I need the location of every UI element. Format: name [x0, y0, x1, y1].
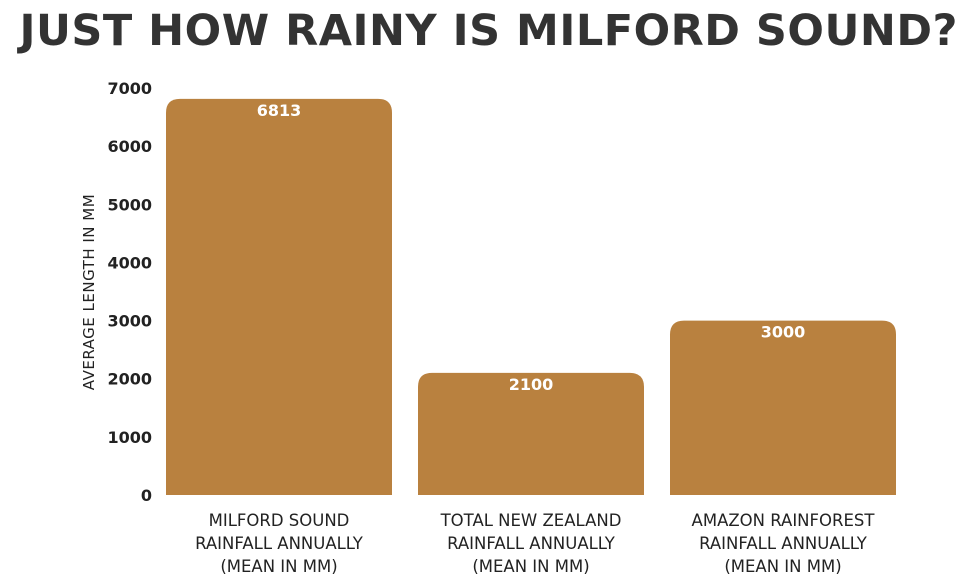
category-label: RAINFALL ANNUALLY [195, 534, 364, 553]
y-axis-ticks: 0 1000 2000 3000 4000 5000 6000 7000 [107, 79, 152, 505]
y-tick-label: 3000 [107, 312, 152, 331]
category-label: (MEAN IN MM) [472, 557, 589, 576]
chart-title: JUST HOW RAINY IS MILFORD SOUND? [19, 6, 958, 56]
category-label: RAINFALL ANNUALLY [699, 534, 868, 553]
y-tick-label: 4000 [107, 253, 152, 272]
data-label: 3000 [761, 323, 806, 342]
bar [166, 98, 392, 495]
y-tick-label: 7000 [107, 79, 152, 98]
bars: 6813 2100 3000 [166, 98, 896, 495]
y-tick-label: 2000 [107, 370, 152, 389]
y-tick-label: 6000 [107, 137, 152, 156]
bar [670, 320, 896, 495]
category-label: TOTAL NEW ZEALAND [440, 511, 622, 530]
category-label: (MEAN IN MM) [724, 557, 841, 576]
data-label: 2100 [509, 375, 554, 394]
category-label: MILFORD SOUND [209, 511, 350, 530]
y-tick-label: 5000 [107, 195, 152, 214]
category-labels: MILFORD SOUND RAINFALL ANNUALLY (MEAN IN M… [195, 511, 875, 576]
y-tick-label: 1000 [107, 428, 152, 447]
y-axis-title: AVERAGE LENGTH IN MM [80, 194, 98, 390]
category-label: AMAZON RAINFOREST [692, 511, 876, 530]
category-label: (MEAN IN MM) [220, 557, 337, 576]
data-label: 6813 [257, 101, 302, 120]
bar [418, 372, 644, 495]
y-tick-label: 0 [141, 486, 152, 505]
category-label: RAINFALL ANNUALLY [447, 534, 616, 553]
